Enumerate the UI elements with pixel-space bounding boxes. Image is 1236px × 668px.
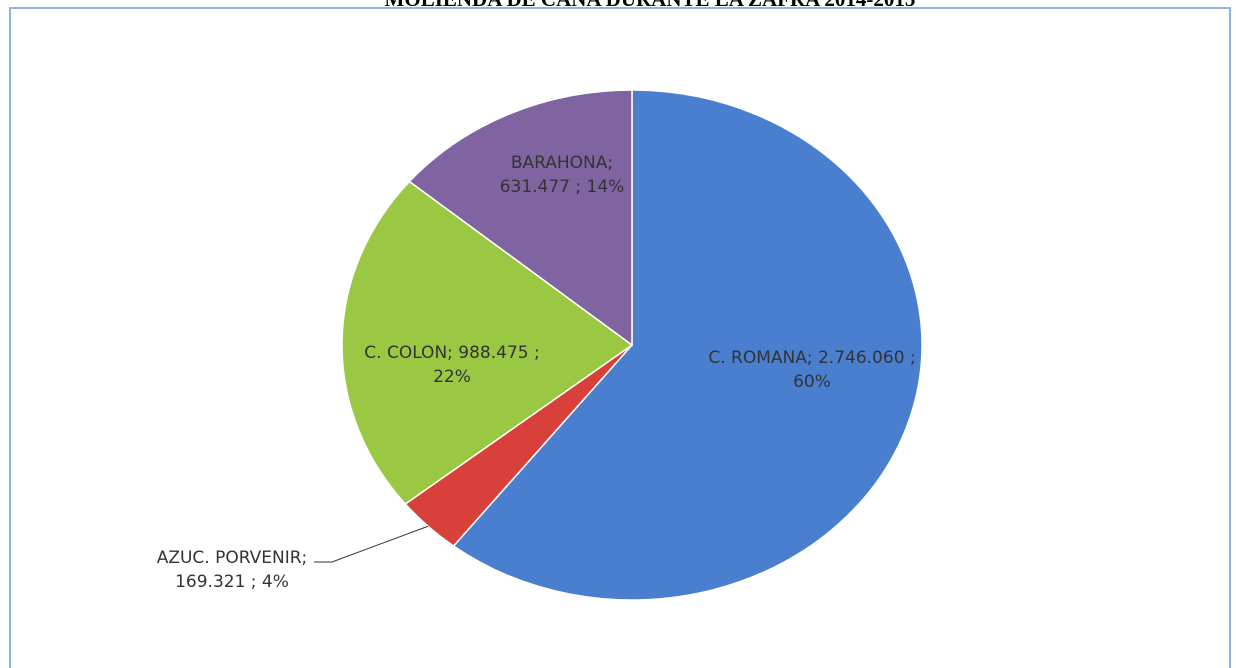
data-label: BARAHONA; 631.477 ; 14% bbox=[499, 153, 625, 197]
pie-slice bbox=[452, 89, 923, 601]
frame bbox=[9, 7, 1231, 668]
data-label: AZUC. PORVENIR; 169.321 ; 4% bbox=[156, 548, 308, 592]
pie-slice bbox=[341, 180, 634, 506]
chart-title: MOLIENDA DE CAÑA DURANTE LA ZAFRA 2014-2… bbox=[385, 0, 916, 11]
data-label: C. ROMANA; 2.746.060 ; 60% bbox=[708, 348, 916, 392]
pie-slice bbox=[408, 89, 633, 347]
data-label: C. COLON; 988.475 ; 22% bbox=[364, 343, 540, 387]
leader-line bbox=[314, 525, 429, 563]
